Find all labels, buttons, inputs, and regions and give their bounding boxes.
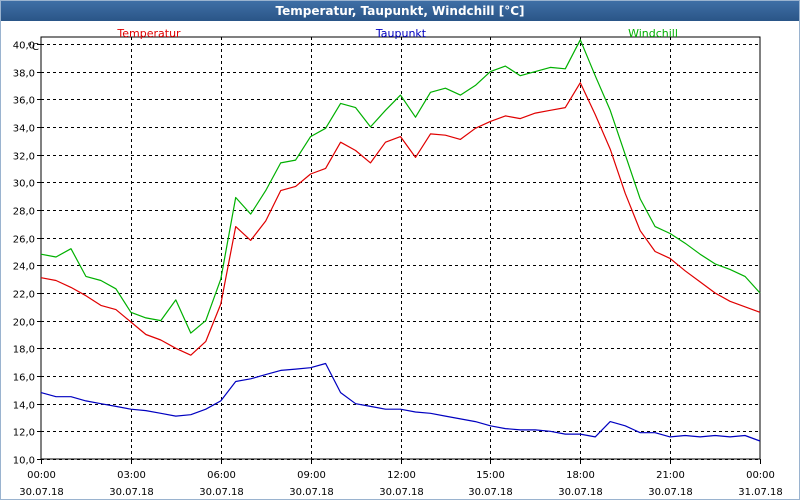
- y-tick-label: 40,0: [13, 41, 35, 52]
- legend: Temperatur Taupunkt Windchill: [116, 27, 678, 40]
- y-tick-label: 34,0: [13, 124, 35, 135]
- y-tick-label: 36,0: [13, 96, 35, 107]
- y-tick-label: 38,0: [13, 69, 35, 80]
- y-tick-label: 28,0: [13, 207, 35, 218]
- y-tick-label: 20,0: [13, 318, 35, 329]
- y-axis-unit-label: °C: [27, 42, 39, 53]
- y-tick-label: 22,0: [13, 290, 35, 301]
- x-tick-label-time: 21:00: [656, 470, 685, 481]
- y-tick-label: 10,0: [13, 456, 35, 467]
- y-tick-label: 18,0: [13, 345, 35, 356]
- x-tick-label-time: 00:00: [746, 470, 775, 481]
- y-tick-label: 32,0: [13, 152, 35, 163]
- plot-frame: [40, 36, 761, 460]
- y-tick-label: 14,0: [13, 401, 35, 412]
- x-tick-label-time: 03:00: [117, 470, 146, 481]
- series-line-temperatur: [40, 82, 761, 356]
- x-tick-label-time: 18:00: [566, 470, 595, 481]
- series-line-taupunkt: [40, 362, 761, 442]
- grid: [41, 37, 760, 460]
- window-title: Temperatur, Taupunkt, Windchill [°C]: [1, 1, 799, 21]
- y-tick-label: 26,0: [13, 235, 35, 246]
- y-tick-label: 24,0: [13, 262, 35, 273]
- series-line-windchill: [40, 39, 761, 334]
- x-tick-label-time: 09:00: [297, 470, 326, 481]
- x-tick-label-date: 30.07.18: [468, 487, 513, 498]
- x-tick-label-date: 30.07.18: [648, 487, 693, 498]
- y-tick-labels: 10,0 12,0 14,0 16,0 18,0 20,0 22,0 24,0 26,0 28,0…: [13, 41, 35, 467]
- y-tick-label: 30,0: [13, 179, 35, 190]
- legend-windchill: Windchill: [628, 27, 678, 40]
- x-tick-label-date: 30.07.18: [289, 487, 334, 498]
- x-tick-label-time: 06:00: [207, 470, 236, 481]
- x-tick-label-date: 30.07.18: [379, 487, 424, 498]
- legend-taupunkt: Taupunkt: [375, 27, 427, 40]
- series-lines: [40, 39, 761, 442]
- x-tick-label-date: 31.07.18: [738, 487, 783, 498]
- x-tick-label-date: 30.07.18: [199, 487, 244, 498]
- y-tick-label: 16,0: [13, 373, 35, 384]
- x-tick-label-time: 12:00: [387, 470, 416, 481]
- x-tick-label-date: 30.07.18: [558, 487, 603, 498]
- legend-temperatur: Temperatur: [116, 27, 181, 40]
- x-tick-label-date: 30.07.18: [109, 487, 154, 498]
- axes: [37, 36, 761, 464]
- x-tick-label-time: 00:00: [27, 470, 56, 481]
- y-tick-label: 12,0: [13, 428, 35, 439]
- x-tick-labels: 00:00 30.07.18 03:00 30.07.18 06:00 30.07.18 0…: [19, 470, 783, 498]
- x-tick-label-date: 30.07.18: [19, 487, 64, 498]
- x-tick-label-time: 15:00: [476, 470, 505, 481]
